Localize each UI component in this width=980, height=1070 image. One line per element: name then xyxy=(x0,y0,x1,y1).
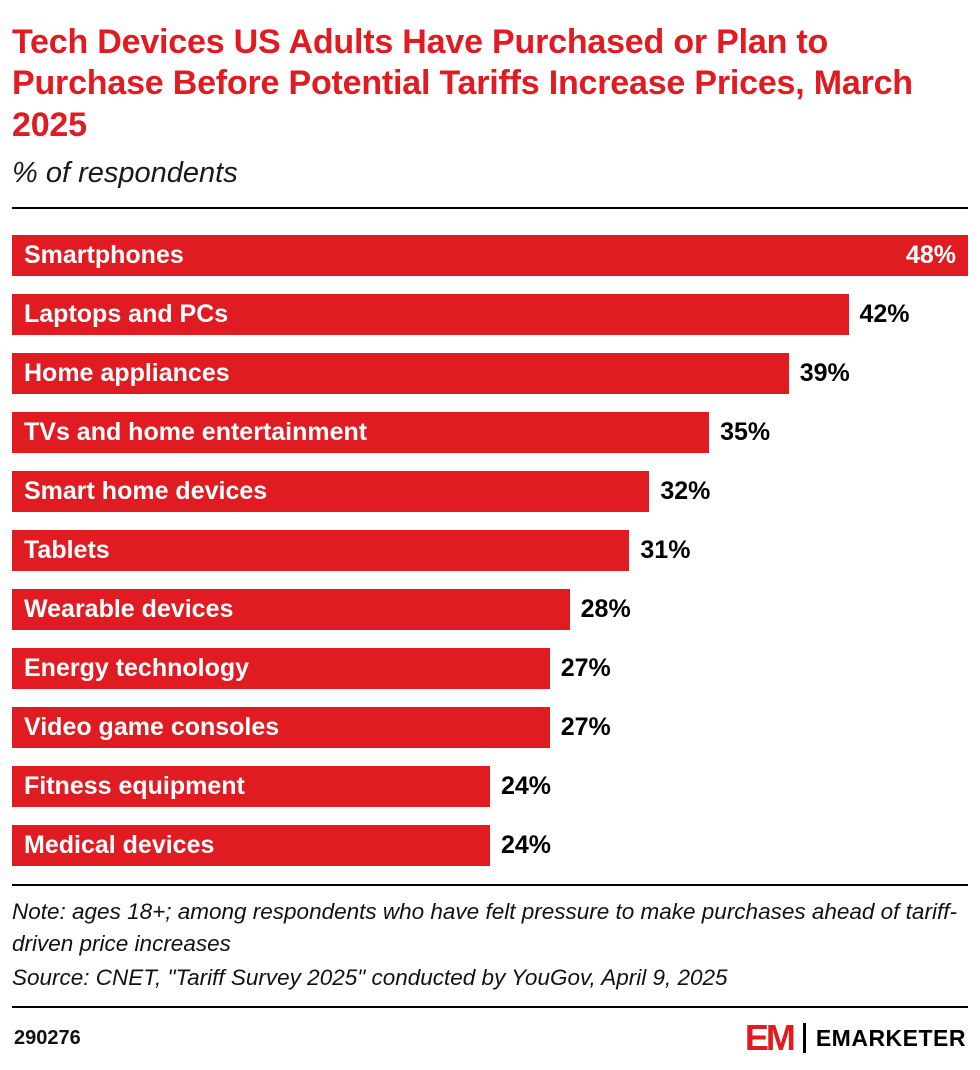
bar-value: 35% xyxy=(720,418,771,447)
bar-row: Laptops and PCs 42% xyxy=(12,294,968,336)
bar: Home appliances xyxy=(12,353,789,395)
bar-row: Energy technology 27% xyxy=(12,648,968,690)
bar-label: Home appliances xyxy=(24,359,230,388)
bar-row: Wearable devices 28% xyxy=(12,589,968,631)
footer: 290276 EM EMARKETER xyxy=(12,1008,968,1070)
note-divider xyxy=(12,884,968,887)
bar-label: Fitness equipment xyxy=(24,772,245,801)
bar-value: 31% xyxy=(640,536,691,565)
bar: Laptops and PCs xyxy=(12,294,849,336)
bar-label: Energy technology xyxy=(24,654,250,683)
footnote: Note: ages 18+; among respondents who ha… xyxy=(12,896,968,994)
bar-label: TVs and home entertainment xyxy=(24,418,368,447)
bar: Fitness equipment xyxy=(12,766,490,808)
bar-row: Fitness equipment 24% xyxy=(12,766,968,808)
bar: Video game consoles xyxy=(12,707,550,749)
bar-label: Wearable devices xyxy=(24,595,234,624)
note-text: Note: ages 18+; among respondents who ha… xyxy=(12,899,957,957)
bar: Smart home devices xyxy=(12,471,650,513)
bar-value: 42% xyxy=(859,300,910,329)
bars: Smartphones 48% Laptops and PCs 42% Home app… xyxy=(12,235,968,867)
bar-label: Smart home devices xyxy=(24,477,268,506)
header-divider xyxy=(12,207,968,210)
bar: Wearable devices xyxy=(12,589,570,631)
bar-value: 27% xyxy=(560,713,611,742)
bar-value: 28% xyxy=(580,595,631,624)
bar-value: 39% xyxy=(799,359,850,388)
chart-id: 290276 xyxy=(14,1026,81,1049)
bar: Tablets xyxy=(12,530,630,572)
bar-row: Home appliances 39% xyxy=(12,353,968,395)
emarketer-brand-name: EMARKETER xyxy=(815,1024,966,1051)
bar-value: 24% xyxy=(501,831,552,860)
bar-row: Video game consoles 27% xyxy=(12,707,968,749)
bar-row: Smart home devices 32% xyxy=(12,471,968,513)
emarketer-logo-mark-icon: EM xyxy=(744,1017,796,1059)
bar-value: 27% xyxy=(560,654,611,683)
bar: Medical devices xyxy=(12,825,490,867)
bar-label: Video game consoles xyxy=(24,713,280,742)
emarketer-logo: EM EMARKETER xyxy=(745,1020,966,1056)
logo-divider xyxy=(802,1023,806,1054)
source-text: Source: CNET, "Tariff Survey 2025" condu… xyxy=(12,965,728,991)
footer-divider xyxy=(12,1006,968,1009)
bar-row: Smartphones 48% xyxy=(12,235,968,277)
bar-row: TVs and home entertainment 35% xyxy=(12,412,968,454)
bar-row: Medical devices 24% xyxy=(12,825,968,867)
bar: Energy technology xyxy=(12,648,550,690)
bar-value: 32% xyxy=(660,477,711,506)
chart-subtitle: % of respondents xyxy=(12,157,238,190)
bar-label: Medical devices xyxy=(24,831,215,860)
bar-value: 24% xyxy=(501,772,552,801)
bar-label: Smartphones xyxy=(24,241,184,270)
bar: Smartphones 48% xyxy=(12,235,968,277)
bar-row: Tablets 31% xyxy=(12,530,968,572)
chart-title: Tech Devices US Adults Have Purchased or… xyxy=(12,23,913,144)
bar-label: Tablets xyxy=(24,536,110,565)
bar-value: 48% xyxy=(905,241,956,270)
bar-label: Laptops and PCs xyxy=(24,300,229,329)
bar: TVs and home entertainment xyxy=(12,412,710,454)
